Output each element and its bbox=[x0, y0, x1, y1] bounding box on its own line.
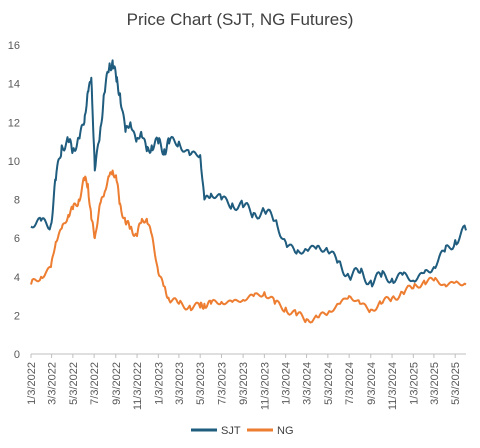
y-tick-label: 8 bbox=[14, 195, 20, 207]
x-tick-label: 1/3/2025 bbox=[408, 362, 420, 405]
y-tick-label: 16 bbox=[8, 40, 20, 52]
x-tick-label: 9/3/2023 bbox=[238, 362, 250, 405]
series-line-ng bbox=[30, 169, 467, 324]
legend-label-ng: NG bbox=[277, 425, 294, 437]
x-tick-label: 3/3/2024 bbox=[302, 362, 314, 405]
legend: SJT NG bbox=[191, 425, 294, 437]
y-tick-label: 6 bbox=[14, 233, 20, 245]
x-tick-label: 9/3/2024 bbox=[366, 362, 378, 405]
x-tick-label: 9/3/2022 bbox=[111, 362, 123, 405]
x-tick-label: 5/3/2025 bbox=[450, 362, 462, 405]
x-tick-label: 1/3/2022 bbox=[26, 362, 38, 405]
y-tick-label: 4 bbox=[14, 272, 20, 284]
x-tick-label: 5/3/2023 bbox=[195, 362, 207, 405]
y-tick-label: 12 bbox=[8, 117, 20, 129]
x-tick-label: 5/3/2022 bbox=[68, 362, 80, 405]
x-tick-label: 7/3/2022 bbox=[89, 362, 101, 405]
x-tick-label: 11/3/2023 bbox=[259, 362, 271, 410]
y-tick-label: 14 bbox=[8, 79, 20, 91]
x-tick-label: 1/3/2024 bbox=[281, 362, 293, 405]
y-tick-label: 10 bbox=[8, 156, 20, 168]
legend-label-sjt: SJT bbox=[221, 425, 241, 437]
x-tick-label: 7/3/2024 bbox=[344, 362, 356, 405]
x-tick-label: 11/3/2024 bbox=[387, 362, 399, 410]
x-tick-label: 1/3/2023 bbox=[153, 362, 165, 405]
series-line-sjt bbox=[30, 59, 467, 288]
y-axis: 0 2 4 6 8 10 12 14 16 bbox=[8, 40, 20, 361]
y-tick-label: 0 bbox=[14, 349, 20, 361]
chart-title: Price Chart (SJT, NG Futures) bbox=[127, 10, 354, 29]
y-tick-label: 2 bbox=[14, 310, 20, 322]
x-tick-label: 11/3/2022 bbox=[132, 362, 144, 410]
series-group bbox=[30, 59, 467, 324]
x-axis: 1/3/2022 3/3/2022 5/3/2022 7/3/2022 9/3/2022… bbox=[26, 353, 466, 410]
x-tick-label: 3/3/2022 bbox=[47, 362, 59, 405]
x-tick-label: 3/3/2023 bbox=[174, 362, 186, 405]
x-tick-label: 3/3/2025 bbox=[429, 362, 441, 405]
x-tick-label: 5/3/2024 bbox=[323, 362, 335, 405]
x-tick-label: 7/3/2023 bbox=[216, 362, 228, 405]
